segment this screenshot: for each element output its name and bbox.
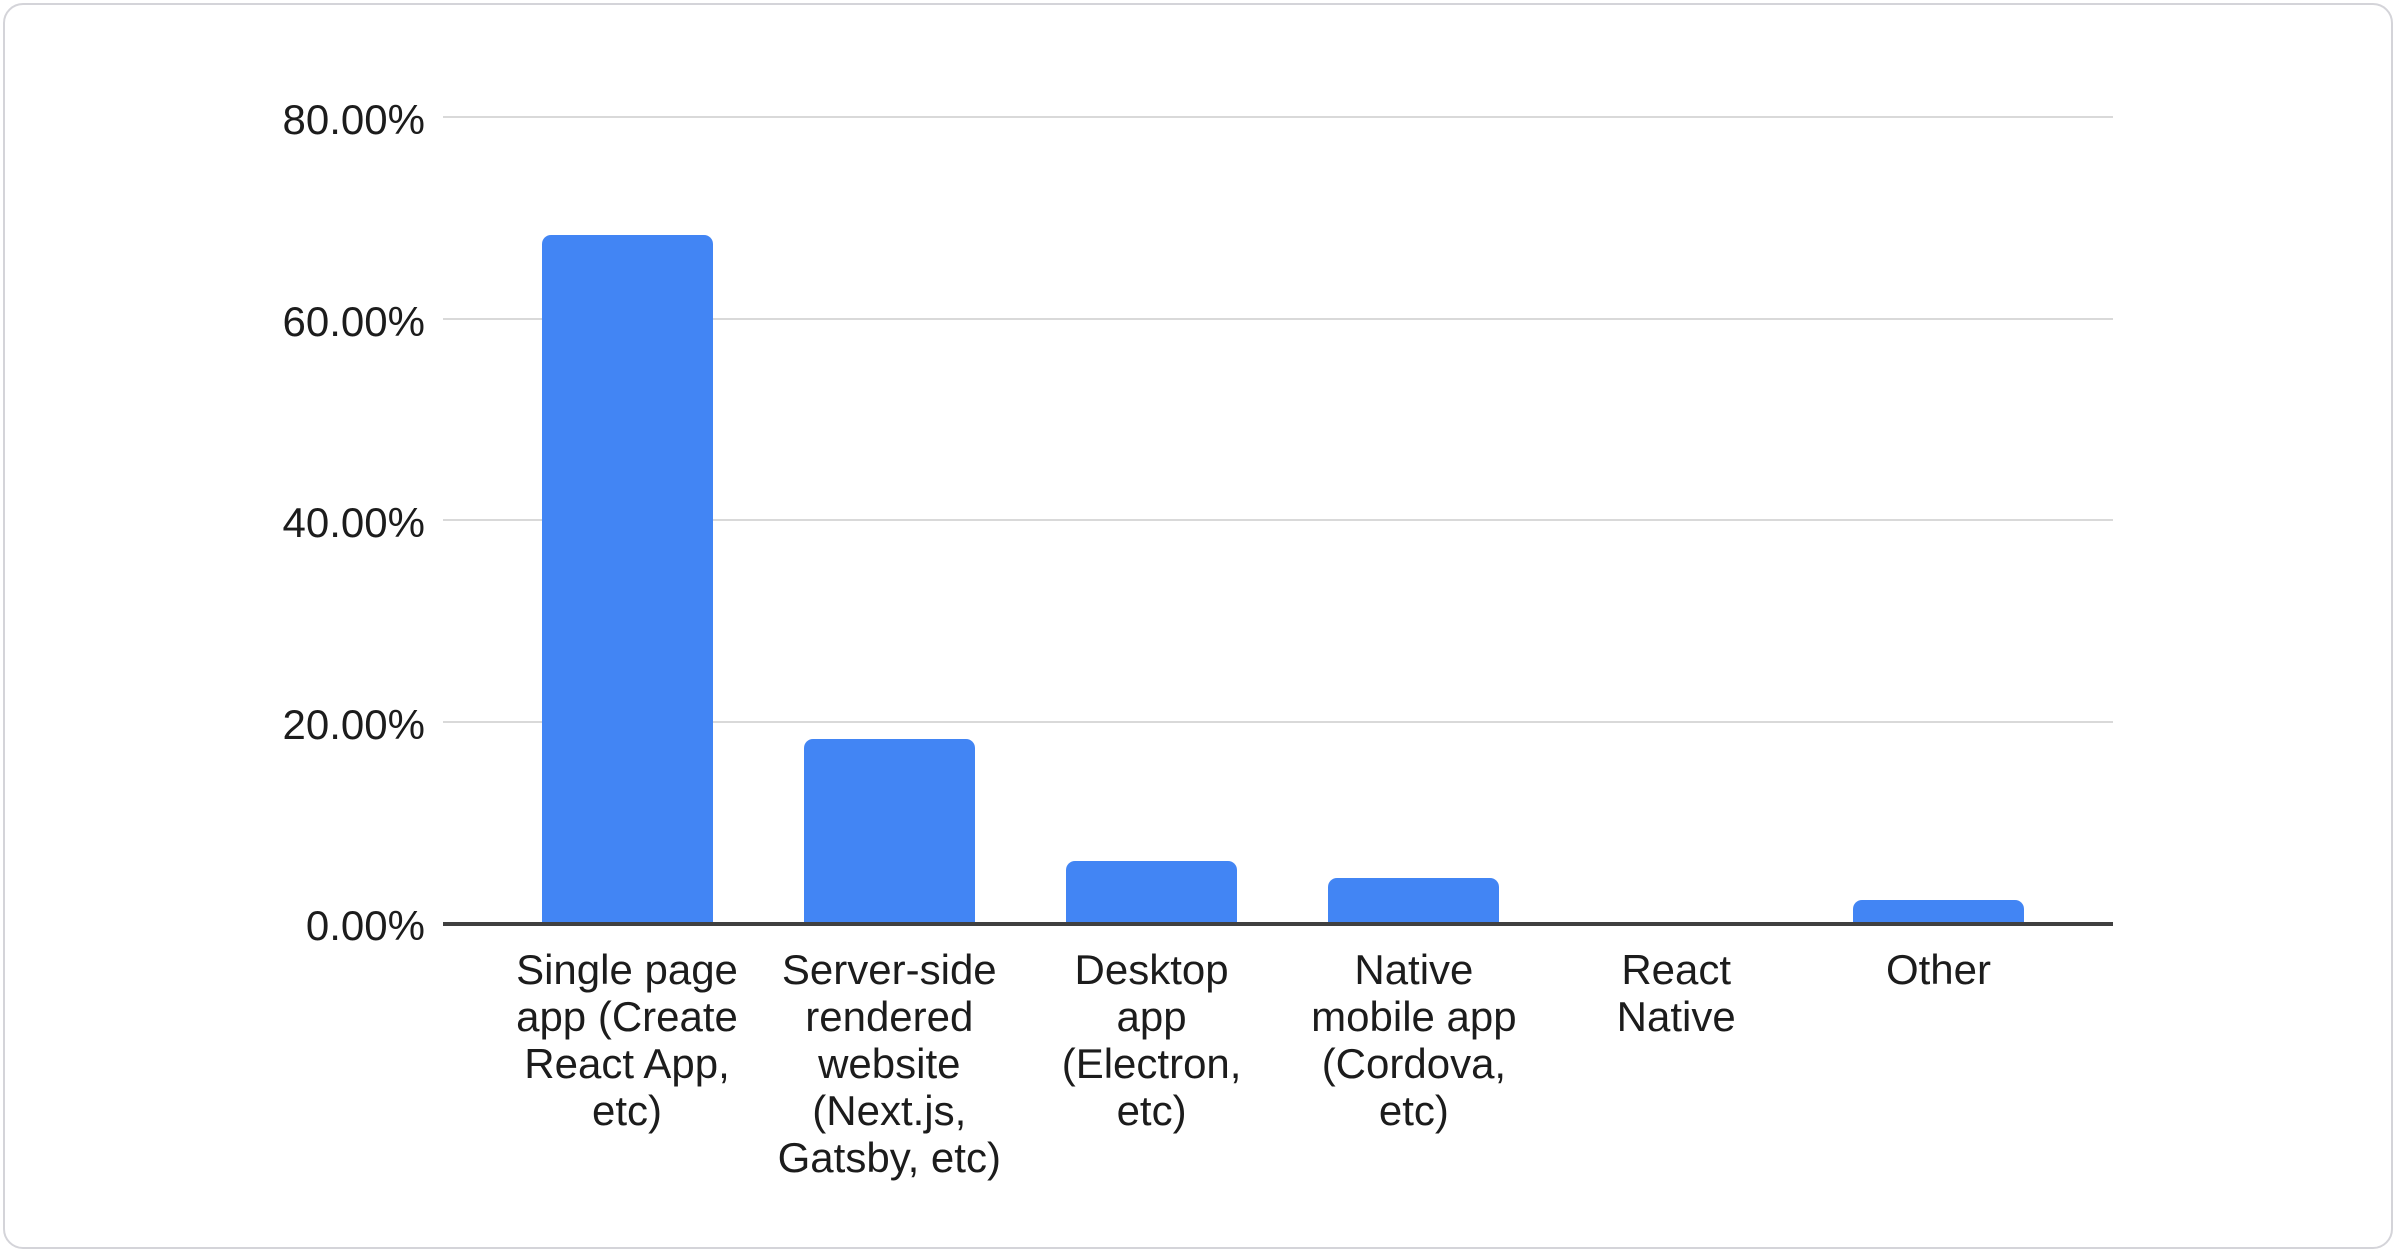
gridline (443, 317, 2113, 320)
x-axis: Single page app (Create React App, etc) S… (443, 946, 2113, 1246)
chart-card: 0.00% 20.00% 40.00% 60.00% 80.00% Single pag… (3, 3, 2393, 1249)
bar-0 (541, 234, 713, 923)
x-category-label: Native mobile app (Cordova, etc) (1311, 946, 1517, 1134)
y-tick-label: 80.00% (282, 96, 425, 143)
plot-area (443, 116, 2113, 923)
x-category-label: Other (1885, 946, 1992, 993)
x-category-label: Desktop app (Electron, etc) (1061, 946, 1242, 1134)
y-tick-label: 60.00% (282, 297, 425, 345)
y-axis: 0.00% 20.00% 40.00% 60.00% 80.00% (5, 5, 425, 1247)
x-category-label: Server-side rendered website (Next.js, G… (777, 946, 1001, 1181)
y-tick-label: 40.00% (282, 499, 425, 546)
gridline (443, 116, 2113, 118)
y-tick-label: 0.00% (305, 902, 425, 949)
bar-1 (803, 738, 975, 923)
y-tick-label: 20.00% (282, 700, 425, 748)
bar-3 (1328, 877, 1500, 923)
x-axis-line (443, 922, 2113, 926)
gridline (443, 519, 2113, 521)
bar-2 (1066, 860, 1238, 923)
x-category-label: React Native (1616, 946, 1736, 1040)
bar-5 (1853, 899, 2024, 923)
gridline (443, 720, 2113, 723)
x-category-label: Single page app (Create React App, etc) (516, 946, 738, 1134)
